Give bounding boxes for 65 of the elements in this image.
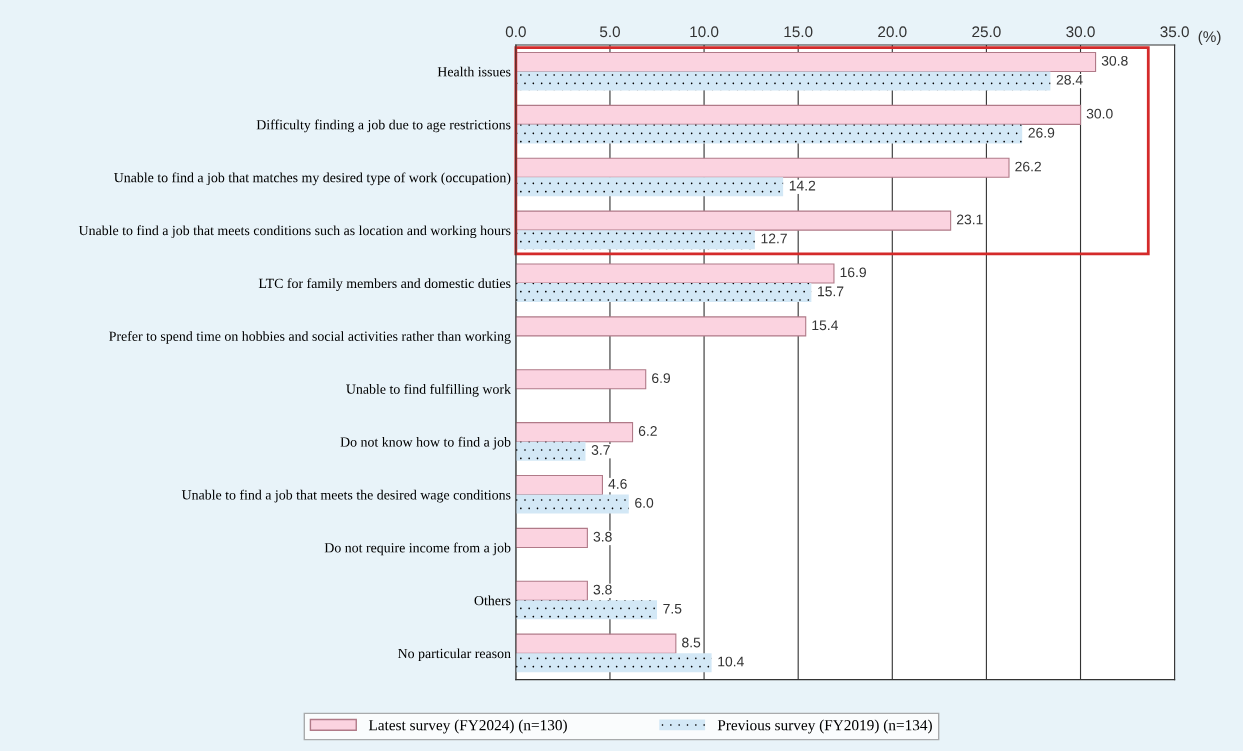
legend-label: Latest survey (FY2024) (n=130) [368,719,567,734]
data-label: 6.9 [652,373,671,384]
y-tick-label: Unable to find a job that meets conditions such as location and working hours [78,225,511,239]
bar [515,633,677,654]
bar [515,51,1097,73]
bar [515,527,588,549]
x-tick-label: 25.0 [972,26,1001,38]
x-tick-label: 35.0 [1160,26,1189,38]
bar [515,422,634,443]
data-label: 30.0 [1086,108,1113,119]
data-label: 12.7 [761,233,787,244]
y-tick-label: Health issues [437,66,511,77]
y-tick-label: Do not require income from a job [324,542,511,556]
y-tick-label: Difficulty finding a job due to age restrictions [256,119,511,133]
x-tick-label: 10.0 [690,26,719,38]
data-label: 30.8 [1101,55,1128,66]
data-label: 23.1 [956,214,983,225]
x-tick-label: 5.0 [599,26,620,38]
y-tick-label: LTC for family members and domestic duties [258,278,511,291]
y-tick-label: Unable to find a job that matches my desired type of work (occupation) [114,172,511,186]
data-label: 14.2 [789,180,816,191]
bar [515,494,629,514]
bar [515,157,1010,178]
x-tick-label: 0.0 [505,26,526,38]
x-tick-label: 15.0 [784,26,813,38]
bar [515,653,712,673]
bar [515,316,807,337]
data-label: 16.9 [840,267,866,278]
y-tick-label: Do not know how to find a job [340,436,511,450]
y-tick-label: Unable to find a job that meets the desired wage conditions [181,489,511,503]
bar [515,600,658,620]
data-label: 15.4 [812,320,838,331]
bar [515,474,603,496]
x-axis-title: (%) [1198,30,1221,46]
data-label: 26.9 [1028,127,1055,138]
data-label: 6.2 [638,426,657,436]
bar [515,263,835,284]
data-label: 15.7 [818,286,844,297]
y-tick-label: Prefer to spend time on hobbies and social activities rather than working [109,331,511,344]
bar [515,71,1051,91]
legend-label: Previous survey (FY2019) (n=134) [717,719,932,734]
bar [515,580,588,601]
bar [515,177,784,197]
data-label: 8.5 [682,637,701,648]
data-label: 10.4 [718,656,744,667]
data-label: 7.5 [663,603,682,614]
data-label: 4.6 [608,478,627,489]
data-label: 3.8 [593,531,612,542]
bar [515,283,812,303]
data-label: 28.4 [1056,74,1083,85]
bar [515,210,952,231]
data-label: 6.0 [635,497,654,508]
data-label: 3.8 [593,584,612,595]
data-label: 3.7 [591,445,610,455]
bar [515,441,586,461]
bar [515,124,1023,144]
bar [515,104,1082,125]
data-label: 26.2 [1015,161,1041,172]
x-tick-label: 30.0 [1066,26,1095,38]
bar [515,230,755,250]
y-tick-label: Others [474,595,511,606]
x-tick-label: 20.0 [878,26,907,38]
bar [515,369,647,390]
y-tick-label: Unable to find fulfilling work [346,383,511,397]
y-tick-label: No particular reason [398,648,511,661]
